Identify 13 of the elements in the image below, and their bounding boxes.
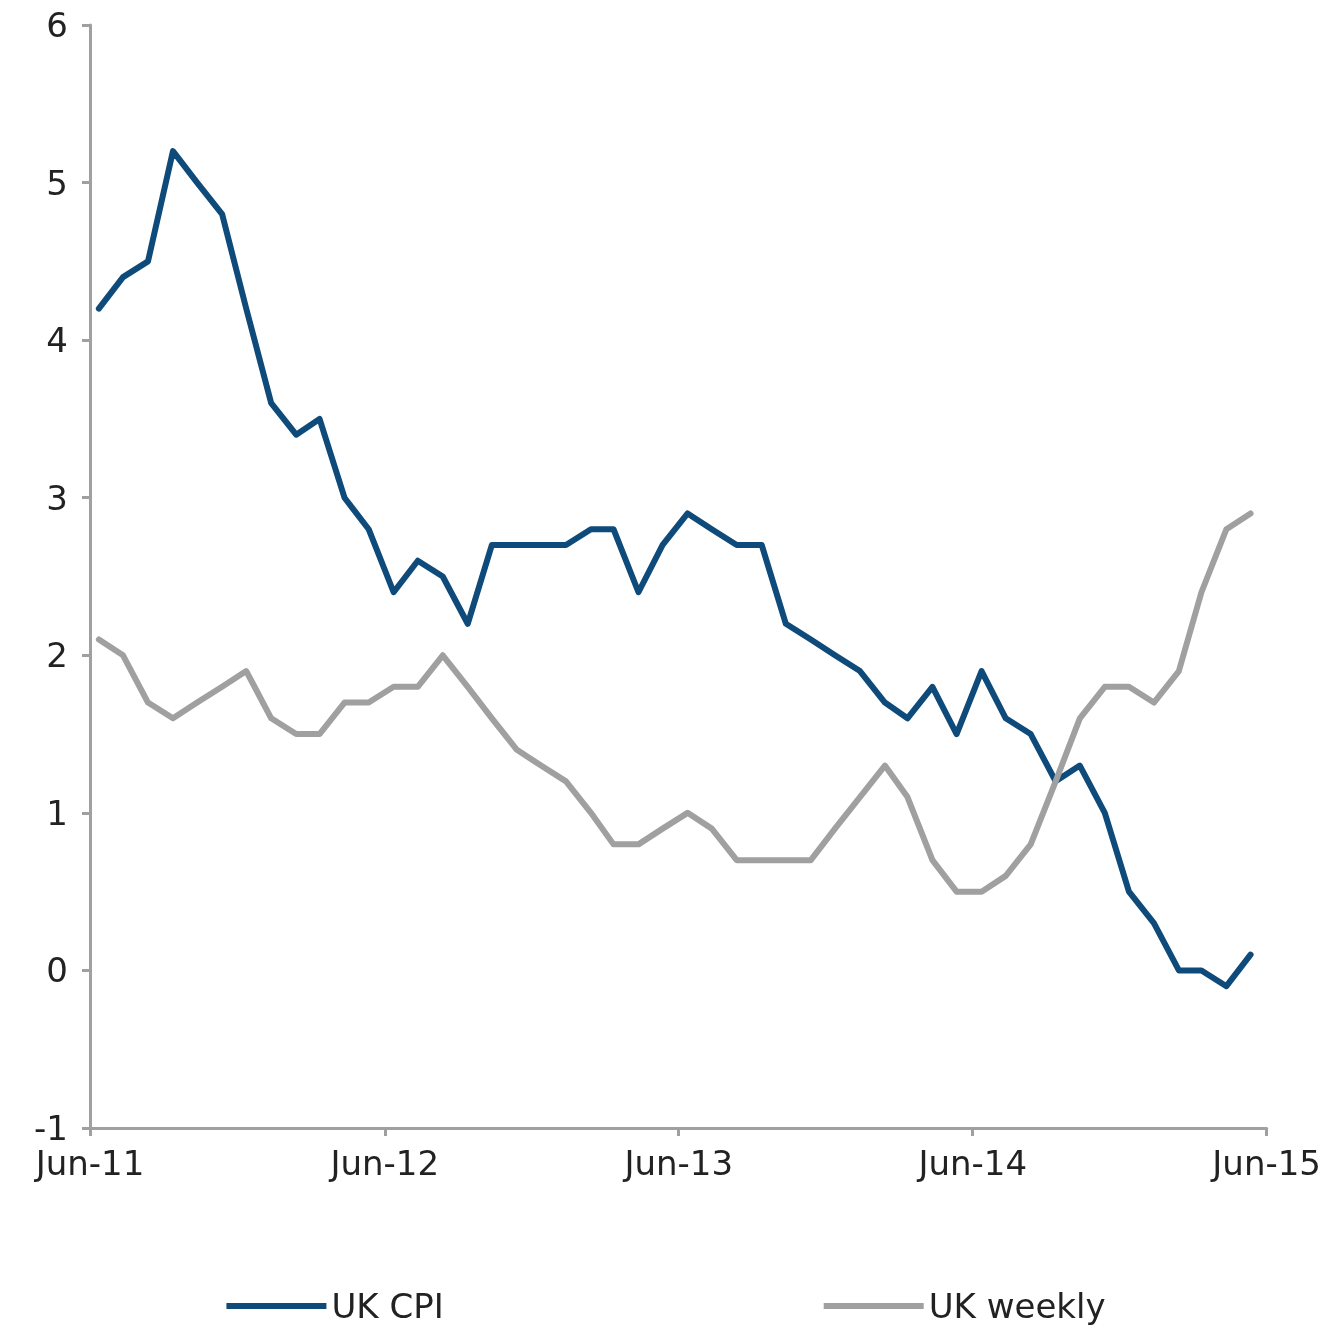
y-tick-label: 4 <box>46 320 68 361</box>
x-tick-label: Jun-13 <box>622 1143 734 1183</box>
y-tick-label: 6 <box>46 5 68 45</box>
legend-label: UK CPI <box>331 1286 444 1326</box>
x-tick-label: Jun-12 <box>328 1143 440 1183</box>
y-tick-label: 1 <box>46 792 68 833</box>
y-tick-label: 5 <box>46 162 68 203</box>
y-tick-label: 0 <box>46 950 68 991</box>
x-tick-label: Jun-14 <box>916 1143 1028 1183</box>
x-tick-label: Jun-15 <box>1210 1143 1322 1183</box>
y-tick-label: 3 <box>46 477 68 518</box>
legend-label: UK weekly <box>928 1286 1106 1326</box>
y-tick-label: 2 <box>46 635 68 676</box>
